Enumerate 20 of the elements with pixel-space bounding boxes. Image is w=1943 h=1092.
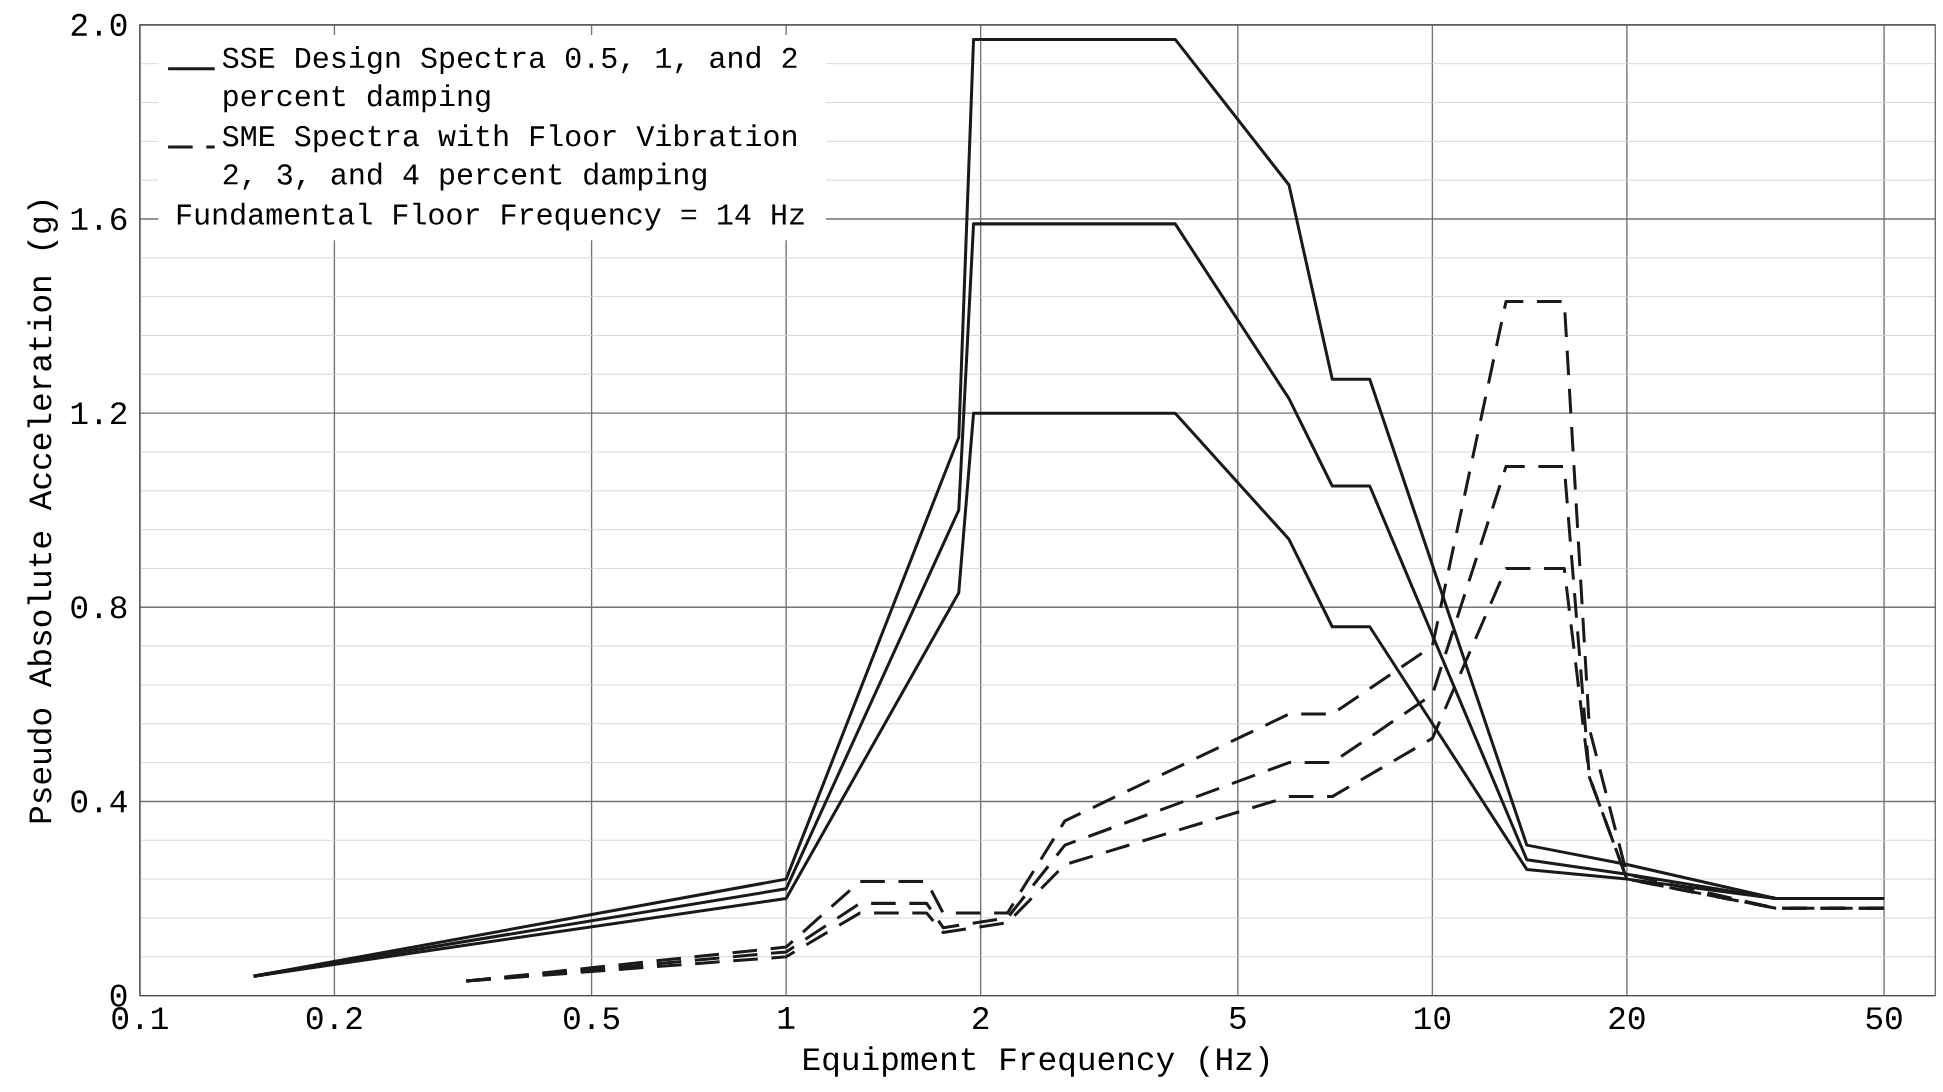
x-tick-label: 0.2 bbox=[306, 1007, 362, 1030]
x-tick-label: 2 bbox=[973, 1007, 989, 1030]
annotation: Fundamental Floor Frequency = 14 Hz bbox=[177, 202, 804, 231]
x-tick-label: 0.5 bbox=[564, 1007, 620, 1030]
x-tick-label: 0.1 bbox=[112, 1007, 168, 1030]
x-tick-label: 1 bbox=[778, 1007, 795, 1029]
x-tick-label: 50 bbox=[1866, 1007, 1902, 1030]
y-tick-label: 0.4 bbox=[71, 790, 127, 813]
x-tick-label: 10 bbox=[1415, 1007, 1451, 1030]
y-tick-label: 0 bbox=[110, 984, 127, 1007]
legend-label: SSE Design Spectra 0.5, 1, and 2 percent damping bbox=[222, 46, 797, 113]
x-tick-label: 5 bbox=[1230, 1007, 1246, 1029]
legend-label: SME Spectra with Floor Vibration 2, 3, and 4 percent damping bbox=[222, 124, 796, 191]
x-axis-title: Equipment Frequency (Hz) bbox=[804, 1046, 1269, 1077]
y-tick-label: 1.2 bbox=[71, 402, 127, 425]
y-tick-label: 0.8 bbox=[71, 596, 127, 619]
y-tick-label: 2.0 bbox=[71, 13, 127, 36]
y-tick-label: 1.6 bbox=[71, 207, 127, 231]
x-tick-label: 20 bbox=[1609, 1007, 1645, 1030]
y-axis-title: Pseudo Absolute Acceleration (g) bbox=[27, 201, 58, 823]
